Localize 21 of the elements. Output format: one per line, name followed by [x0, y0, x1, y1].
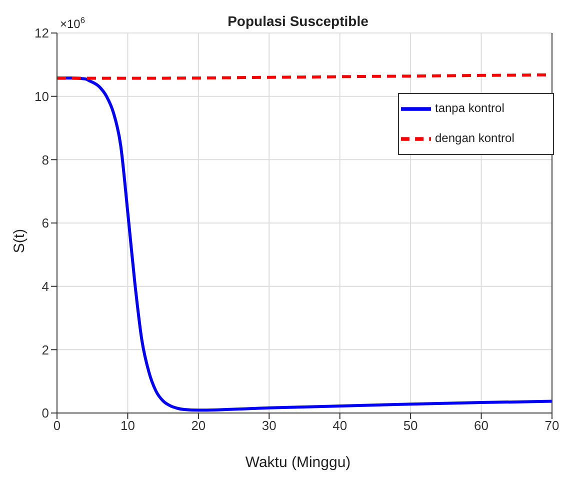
y-tick-label: 4 [42, 278, 49, 294]
y-tick-label: 6 [42, 216, 49, 231]
y-tick-label: 2 [42, 342, 49, 358]
x-axis-title: Waktu (Minggu) [245, 454, 351, 471]
x-tick-label: 70 [544, 418, 560, 434]
y-tick-label: 12 [34, 26, 49, 41]
legend-label: tanpa kontrol [435, 101, 504, 116]
x-tick-label: 10 [120, 418, 135, 434]
y-tick-label: 0 [42, 406, 49, 421]
x-tick-label: 30 [262, 418, 276, 434]
x-tick-label: 0 [53, 418, 61, 434]
y-tick-label: 8 [42, 152, 49, 168]
chart-title: Populasi Susceptible [228, 13, 369, 29]
x-tick-label: 50 [403, 418, 418, 434]
x-tick-label: 20 [191, 418, 206, 434]
x-tick-label: 60 [474, 418, 489, 434]
legend-label: dengan kontrol [435, 131, 514, 146]
y-axis-title: S(t) [11, 228, 28, 254]
text: ×10$^{6}$ [60, 15, 86, 31]
y-tick-label: 10 [34, 88, 49, 104]
x-tick-label: 40 [332, 418, 348, 434]
